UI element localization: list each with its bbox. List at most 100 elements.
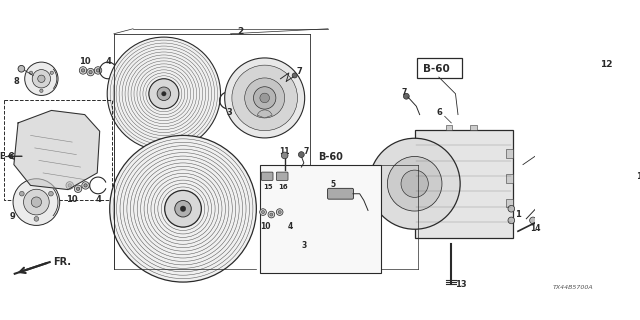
Circle shape [94,67,102,74]
Circle shape [304,196,374,266]
Circle shape [597,115,605,123]
Circle shape [592,84,600,92]
Text: 12: 12 [600,60,612,69]
Bar [445,125,452,131]
Text: 10: 10 [79,57,90,66]
FancyBboxPatch shape [276,172,288,180]
Circle shape [576,96,580,100]
Bar [547,175,640,292]
FancyBboxPatch shape [261,172,273,180]
Circle shape [232,65,298,131]
Circle shape [594,222,596,224]
Circle shape [597,253,600,255]
Circle shape [74,185,82,193]
Circle shape [19,191,24,196]
Text: 10: 10 [65,195,77,204]
Text: 6: 6 [436,108,442,116]
FancyBboxPatch shape [417,58,462,78]
Circle shape [270,213,273,216]
Circle shape [157,87,171,100]
Bar [506,199,513,207]
Circle shape [595,86,598,90]
Circle shape [32,69,51,88]
Bar [470,125,477,131]
Circle shape [401,170,428,197]
Text: 3: 3 [227,108,232,117]
Text: 17: 17 [636,172,640,181]
Text: 4: 4 [288,222,293,231]
Circle shape [31,197,42,207]
Circle shape [260,93,269,103]
Text: 15: 15 [263,184,273,190]
Circle shape [276,209,283,215]
Wedge shape [257,110,272,118]
Circle shape [38,75,45,83]
Text: 11: 11 [279,147,289,156]
Circle shape [310,203,367,260]
Circle shape [25,62,58,95]
Circle shape [108,37,221,150]
Circle shape [49,191,53,196]
Bar [415,130,513,238]
Circle shape [278,211,281,213]
Circle shape [574,94,582,102]
Circle shape [605,212,612,219]
Circle shape [321,214,356,249]
Circle shape [164,190,202,227]
Circle shape [50,71,54,75]
Circle shape [268,211,275,218]
Circle shape [18,65,25,72]
Circle shape [87,68,94,76]
Circle shape [149,79,179,109]
Circle shape [292,73,297,78]
Circle shape [13,179,60,225]
Wedge shape [332,242,346,249]
Circle shape [592,220,598,226]
Circle shape [244,78,285,118]
Circle shape [403,93,409,99]
Circle shape [66,182,74,189]
Polygon shape [588,209,619,260]
Text: 5: 5 [330,180,335,189]
Text: 7: 7 [304,147,309,156]
Circle shape [68,184,72,187]
Circle shape [508,205,515,212]
Text: 9: 9 [10,212,15,221]
Circle shape [578,135,586,144]
Circle shape [600,117,603,120]
Circle shape [79,67,87,74]
Text: 1: 1 [515,210,520,219]
Circle shape [84,184,87,187]
Circle shape [225,58,305,138]
Bar [4,100,112,200]
Circle shape [89,70,92,74]
FancyBboxPatch shape [328,188,353,199]
Text: B-60: B-60 [423,64,450,74]
Text: 8: 8 [13,77,19,86]
Text: 4: 4 [95,195,101,204]
Circle shape [109,135,257,282]
Circle shape [508,217,515,224]
Text: 7: 7 [296,67,302,76]
Circle shape [580,138,584,141]
Circle shape [329,221,349,241]
Circle shape [29,71,33,75]
Circle shape [81,69,84,72]
Bar [506,149,513,157]
Polygon shape [568,80,610,148]
Circle shape [24,189,49,215]
Bar [260,164,381,273]
Text: FR.: FR. [53,257,71,268]
Circle shape [595,251,602,257]
Text: 14: 14 [531,224,541,233]
Circle shape [530,217,536,224]
Text: TX44B5700A: TX44B5700A [553,285,594,290]
Text: 13: 13 [456,280,467,289]
Circle shape [387,156,442,211]
Circle shape [34,217,38,221]
Circle shape [282,152,288,159]
Circle shape [609,236,616,242]
Text: 10: 10 [260,222,271,231]
Circle shape [180,206,186,212]
Circle shape [253,87,276,109]
